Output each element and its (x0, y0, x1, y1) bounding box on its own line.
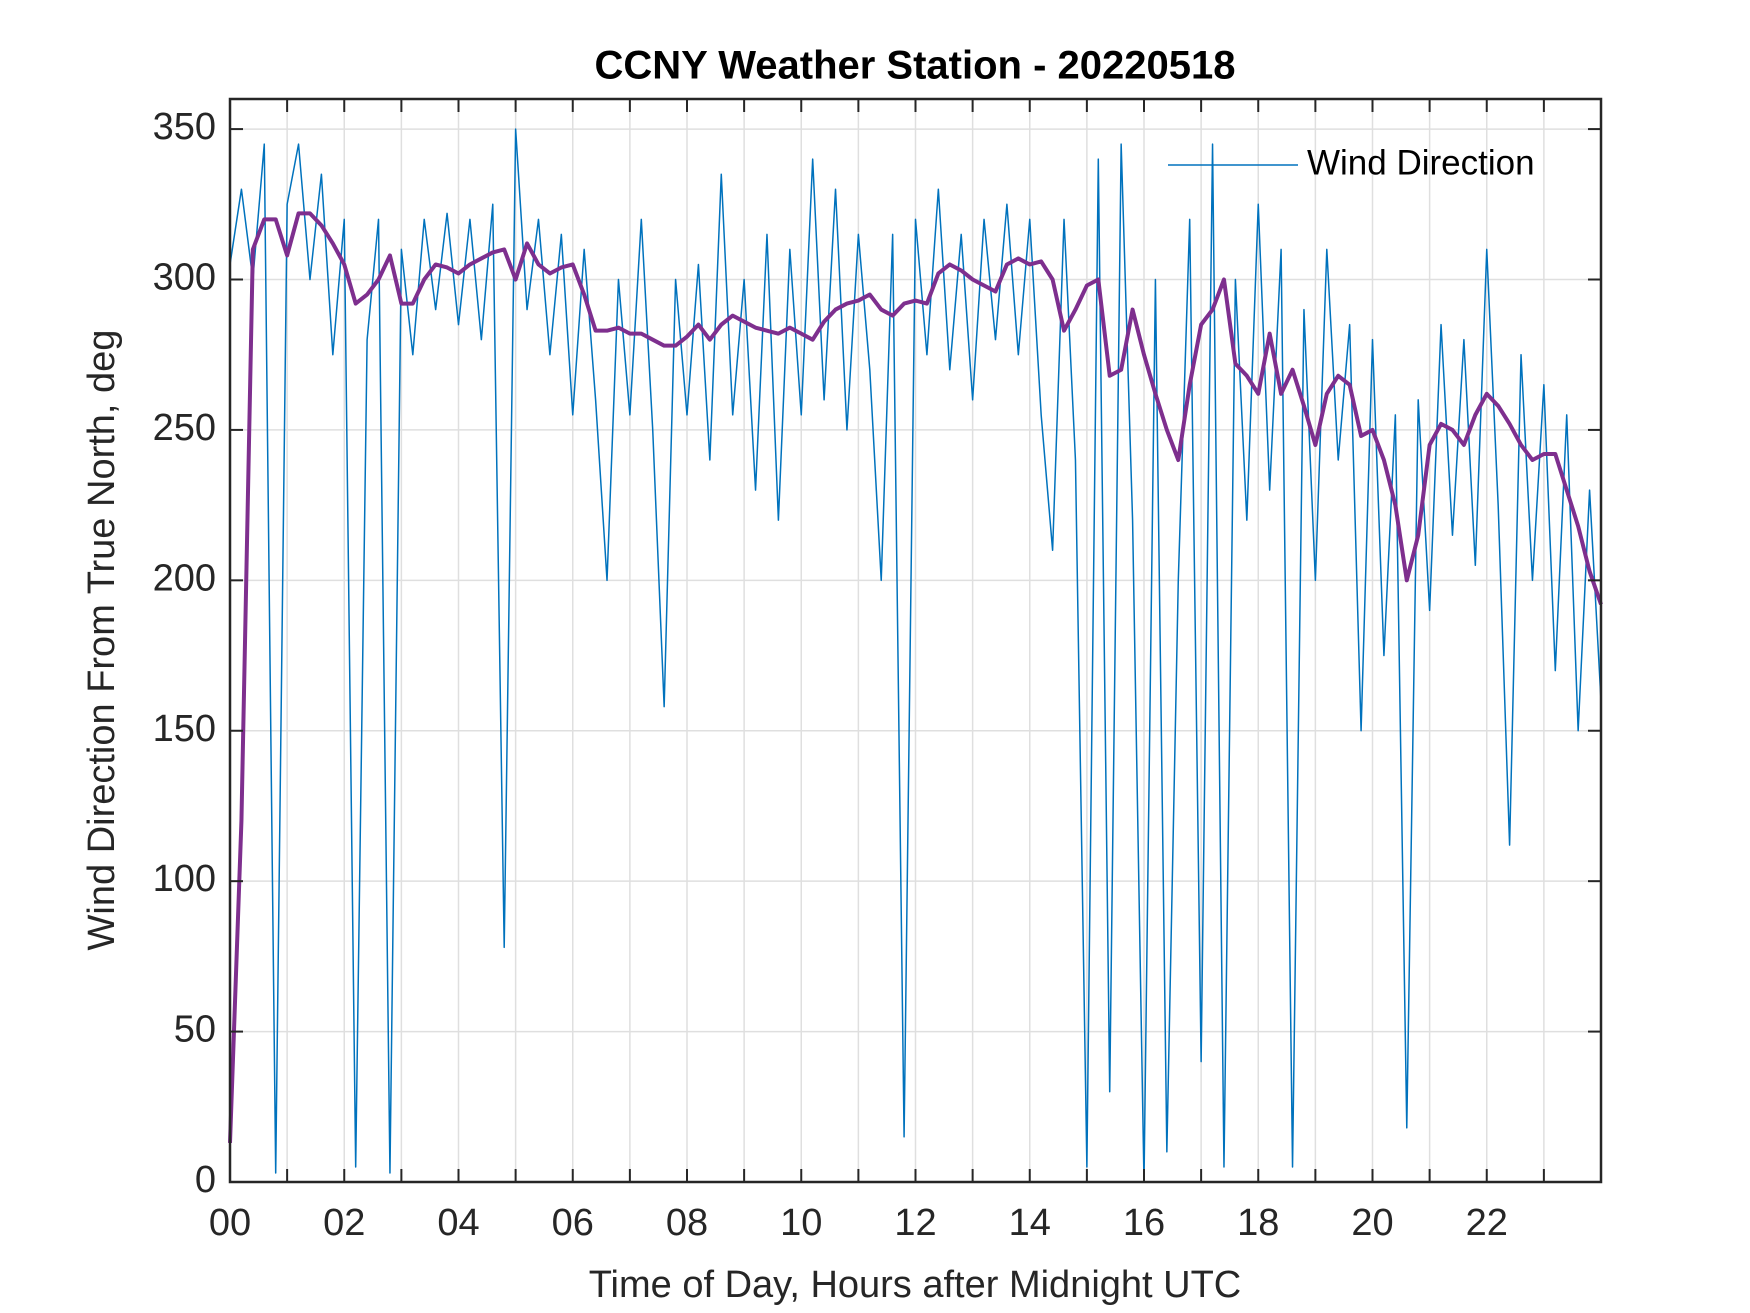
line-series (229, 128, 1602, 1183)
x-tick-label: 02 (323, 1202, 365, 1244)
x-tick-label: 00 (209, 1202, 251, 1244)
legend-label: Wind Direction (1307, 143, 1535, 182)
y-tick-label: 250 (153, 407, 216, 449)
x-tick-label: 10 (780, 1202, 822, 1244)
y-tick-label: 350 (153, 106, 216, 148)
x-axis-label: Time of Day, Hours after Midnight UTC (589, 1264, 1242, 1306)
x-tick-label: 04 (437, 1202, 479, 1244)
y-tick-label: 200 (153, 557, 216, 599)
y-tick-label: 150 (153, 708, 216, 750)
line-series (228, 211, 1603, 1143)
x-tick-label: 12 (894, 1202, 936, 1244)
x-tick-label: 14 (1009, 1202, 1051, 1244)
x-tick-label: 16 (1123, 1202, 1165, 1244)
y-tick-label: 50 (174, 1009, 216, 1051)
y-tick-label: 0 (195, 1159, 216, 1201)
y-axis-label: Wind Direction From True North, deg (81, 330, 123, 951)
x-tick-label: 22 (1466, 1202, 1508, 1244)
x-tick-label: 18 (1237, 1202, 1279, 1244)
y-tick-label: 300 (153, 257, 216, 299)
y-tick-label: 100 (153, 858, 216, 900)
x-tick-label: 08 (666, 1202, 708, 1244)
x-tick-label: 06 (552, 1202, 594, 1244)
chart-title: CCNY Weather Station - 20220518 (595, 44, 1236, 88)
x-tick-label: 20 (1351, 1202, 1393, 1244)
